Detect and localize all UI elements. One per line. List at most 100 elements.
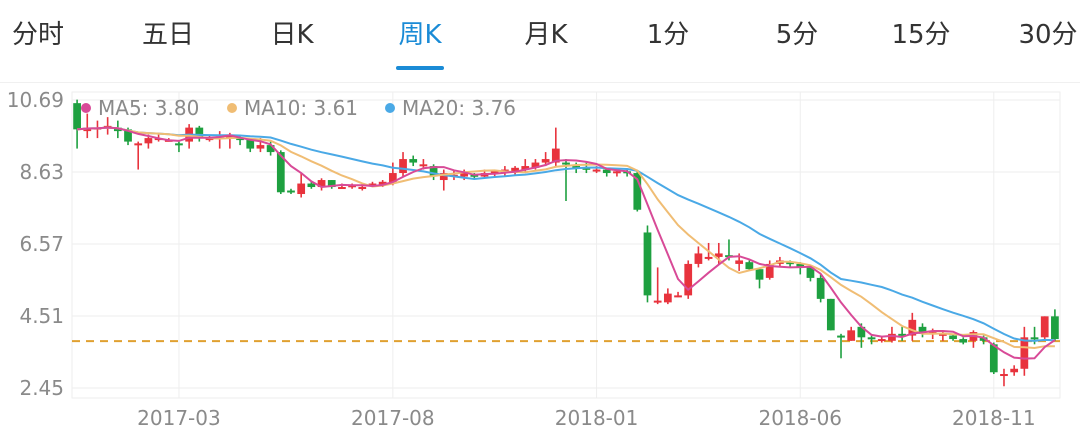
candle-body	[368, 183, 377, 186]
candle	[765, 260, 774, 280]
candle	[317, 178, 326, 191]
candle-body	[266, 145, 275, 153]
tab-5[interactable]: 1分	[646, 20, 690, 50]
x-tick-label: 2018-11	[952, 406, 1036, 430]
candle-body	[551, 148, 560, 163]
candle	[195, 125, 204, 142]
tab-0[interactable]: 分时	[11, 20, 65, 50]
tab-6[interactable]: 5分	[775, 20, 819, 50]
candle-body	[949, 335, 957, 340]
candle	[888, 326, 896, 343]
candle	[1051, 309, 1059, 341]
candle-body	[317, 180, 326, 188]
candle-body	[633, 173, 642, 210]
candle-body	[1010, 368, 1019, 373]
candle	[653, 267, 662, 305]
tab-7[interactable]: 15分	[891, 20, 951, 50]
candle-body	[175, 143, 183, 146]
candle-body	[511, 167, 519, 172]
candle	[908, 312, 917, 341]
candle-body	[979, 337, 988, 341]
candle	[73, 99, 81, 149]
y-axis-labels: 10.69 8.63 6.57 4.51 2.45	[7, 88, 64, 400]
candle-body	[714, 253, 723, 257]
candle-body	[755, 269, 764, 280]
candle-body	[796, 263, 805, 268]
candle-body	[888, 333, 896, 341]
candle-body	[816, 277, 825, 299]
candle-body	[847, 330, 856, 341]
legend: MA5: 3.80 MA10: 3.61 MA20: 3.76	[81, 96, 516, 120]
candle-body	[541, 159, 550, 163]
candle	[847, 326, 856, 341]
candle-body	[134, 143, 143, 146]
candle-body	[287, 190, 295, 193]
candle	[877, 337, 886, 343]
candle-body	[429, 166, 438, 177]
candle	[83, 113, 92, 139]
candle-body	[1020, 337, 1029, 369]
candle-body	[256, 145, 265, 149]
tabs-divider	[0, 82, 1080, 83]
tab-3[interactable]: 周K	[398, 20, 442, 50]
candle-body	[1051, 316, 1059, 340]
candle-body	[276, 152, 285, 193]
candle-body	[613, 171, 621, 174]
active-tab-indicator	[396, 66, 444, 70]
candle-body	[144, 138, 153, 144]
candle	[134, 141, 143, 170]
candle-body	[674, 295, 682, 298]
candle-body	[877, 339, 886, 342]
tab-8[interactable]: 30分	[1018, 20, 1078, 50]
candle	[989, 342, 998, 375]
candle	[297, 173, 306, 198]
candle-body	[113, 127, 122, 132]
candle	[806, 267, 815, 282]
tab-1[interactable]: 五日	[141, 20, 195, 50]
candle-body	[786, 262, 794, 265]
moving-average-lines	[77, 126, 1056, 360]
candle	[826, 298, 835, 331]
candle-body	[73, 103, 81, 130]
candle	[511, 166, 519, 175]
candle-body	[663, 293, 672, 303]
candle-body	[562, 162, 570, 165]
candle-body	[867, 337, 876, 340]
candle	[938, 330, 947, 341]
legend-item: MA10: 3.61	[244, 96, 358, 120]
candle-body	[388, 173, 397, 184]
period-tabs: 分时 五日 日K 周K 月K 1分 5分 15分 30分	[0, 0, 1080, 80]
candle-body	[246, 138, 255, 149]
tab-4[interactable]: 月K	[524, 20, 568, 50]
legend-dot-icon	[81, 103, 91, 113]
candle	[439, 169, 448, 191]
plot-border	[71, 91, 1061, 399]
candle-body	[694, 253, 703, 264]
candle	[898, 326, 906, 341]
candle-body	[338, 187, 346, 190]
candle	[287, 188, 295, 195]
candle	[694, 246, 703, 268]
candle	[1020, 326, 1029, 376]
candle-body	[1040, 316, 1049, 338]
candle	[745, 260, 754, 271]
candle-body	[490, 171, 499, 174]
candle	[276, 150, 285, 195]
y-tick-label: 6.57	[19, 232, 64, 256]
candle	[93, 120, 102, 139]
candle	[663, 288, 672, 305]
candle-body	[938, 333, 947, 336]
tab-2[interactable]: 日K	[270, 20, 314, 50]
y-tick-label: 8.63	[19, 160, 64, 184]
candle-body	[236, 138, 244, 141]
candle	[1040, 316, 1049, 340]
candle	[409, 155, 418, 167]
candle-body	[745, 262, 754, 270]
y-tick-label: 10.69	[7, 88, 64, 112]
candle-body	[765, 263, 774, 278]
candle-body	[857, 326, 866, 338]
x-tick-label: 2018-06	[758, 406, 842, 430]
legend-item: MA5: 3.80	[98, 96, 199, 120]
candle-body	[582, 167, 591, 170]
